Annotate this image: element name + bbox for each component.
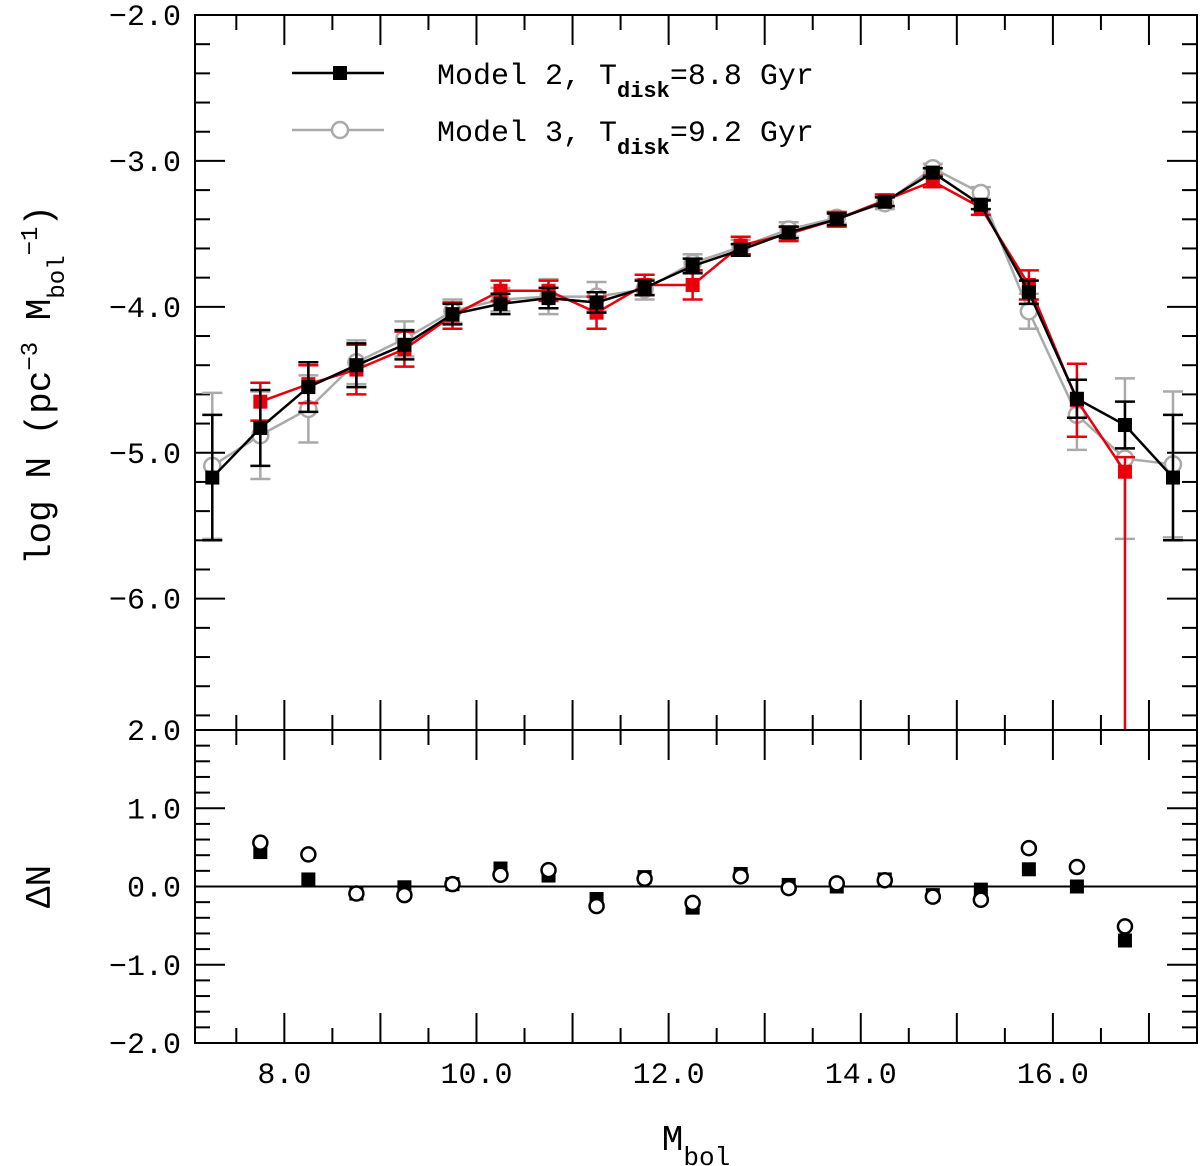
y-axis-label-part: bol [45,255,72,298]
y-tick-label: −4.0 [109,293,181,327]
marker [732,868,749,885]
y-axis-label-part: −1 [18,227,45,256]
marker [637,280,652,295]
x-tick-label: 8.0 [257,1059,311,1093]
y-tick-label: −3.0 [109,147,181,181]
legend-label: Model 2, Tdisk=8.8 Gyr [437,60,814,104]
y-axis-label-part: ) [20,205,61,227]
marker [636,870,653,887]
marker [829,212,844,227]
marker [1068,858,1086,876]
y-tick-label: −1.0 [109,951,181,985]
marker [973,197,988,212]
legend-marker [333,66,347,80]
marker [781,225,796,240]
marker [541,291,556,306]
legend-marker [330,120,350,140]
marker [252,834,269,851]
marker [493,296,508,311]
marker [925,165,940,180]
marker [780,879,797,897]
legend-label-part: Model 3, T [437,117,617,151]
marker [685,277,700,292]
marker [1117,933,1132,948]
marker [349,358,364,373]
marker [684,894,701,912]
x-axis-label-part: M [662,1120,684,1161]
marker [1117,418,1132,433]
marker [685,258,700,273]
marker [444,875,461,893]
marker [253,420,268,435]
marker [589,295,604,310]
marker [1117,464,1132,479]
marker [588,897,605,915]
marker [924,888,942,905]
error-bar [1114,455,1135,730]
legend-label: Model 3, Tdisk=9.2 Gyr [437,117,814,161]
marker [877,194,892,209]
marker [1021,285,1036,300]
marker [300,846,317,863]
x-tick-label: 16.0 [1017,1059,1089,1093]
marker [445,307,460,322]
x-tick-label: 10.0 [440,1059,512,1093]
marker [876,871,894,889]
series-line [259,179,1126,473]
marker [1020,839,1038,857]
marker [540,861,557,879]
y-tick-label: 2.0 [127,716,181,750]
y-tick-label: 1.0 [127,794,181,828]
marker [1021,862,1036,877]
marker [397,337,412,352]
marker [1069,879,1084,894]
marker [396,886,413,904]
y-axis-label: log N (pc−3 Mbol−1) [18,205,72,565]
y-axis-label-part: −3 [18,342,45,371]
marker [301,380,316,395]
marker [1165,470,1180,485]
marker [972,891,990,909]
marker [348,885,365,902]
x-axis-label: Mbol [662,1120,730,1166]
x-tick-label: 14.0 [825,1059,897,1093]
y-axis-label: ΔN [20,865,61,908]
plot-area [252,834,1134,948]
legend-label-part: disk [617,136,670,161]
plot-area [202,158,1183,730]
marker [301,872,316,887]
y-axis-label-part: M [20,299,61,342]
y-axis-label-part: log N (pc [20,371,61,565]
y-tick-label: −2.0 [109,1,181,35]
y-tick-label: 0.0 [127,873,181,907]
legend-label-part: disk [617,79,670,104]
y-axis-label-part: ΔN [20,865,61,908]
legend-label-part: =9.2 Gyr [670,117,814,151]
legend-label-part: =8.8 Gyr [670,60,814,94]
marker [733,242,748,257]
marker [1116,918,1134,935]
y-tick-label: −6.0 [109,585,181,619]
x-tick-label: 12.0 [633,1059,705,1093]
y-tick-label: −5.0 [109,439,181,473]
y-tick-label: −2.0 [109,1029,181,1063]
marker [1069,391,1084,406]
marker [205,470,220,485]
marker [828,875,845,892]
marker [492,866,509,884]
x-axis-label-part: bol [683,1143,730,1166]
legend-label-part: Model 2, T [437,60,617,94]
